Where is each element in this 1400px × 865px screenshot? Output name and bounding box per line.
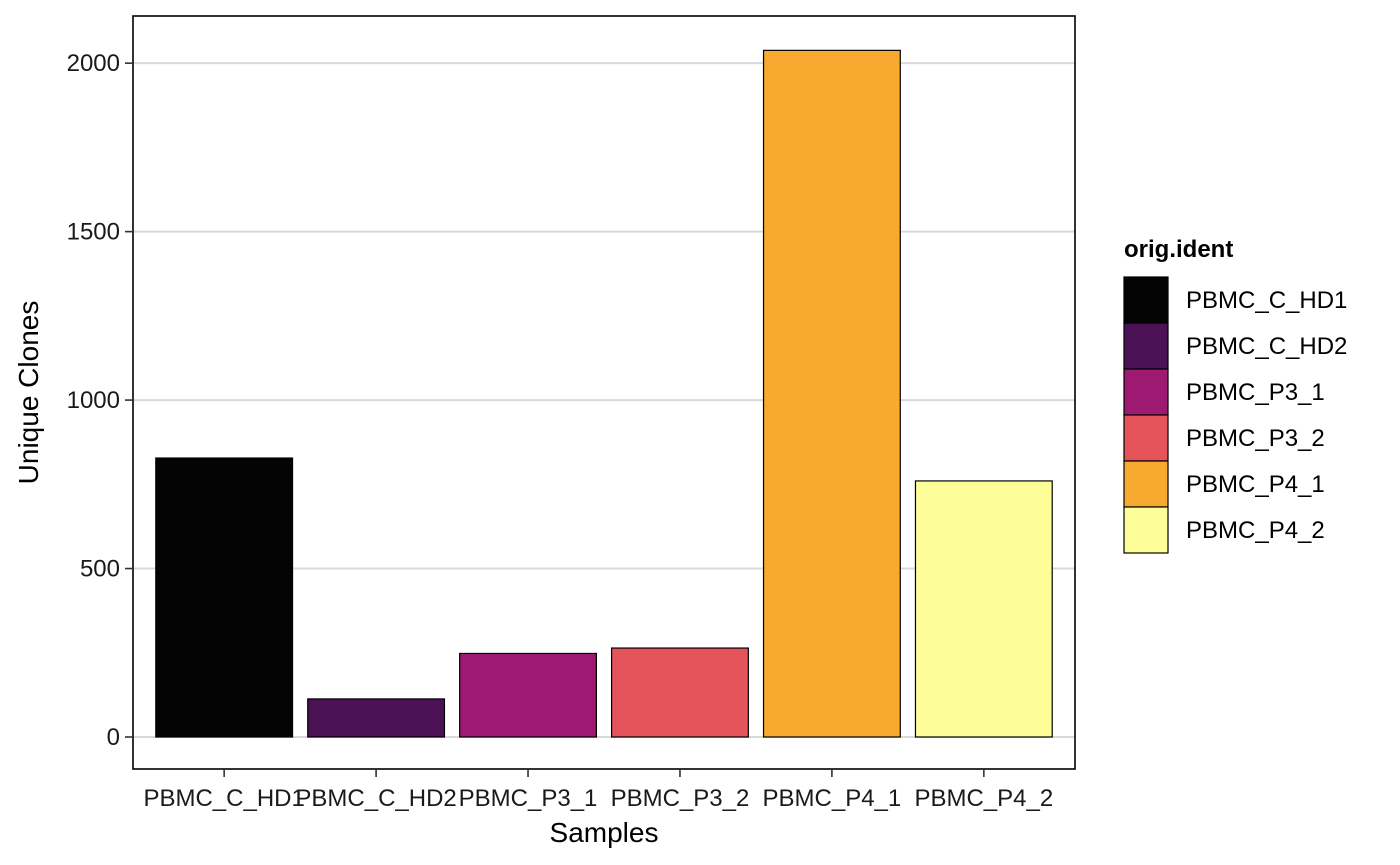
x-tick-label: PBMC_C_HD2: [295, 785, 456, 812]
x-tick-label: PBMC_P4_1: [763, 785, 902, 812]
bar-pbmc-p4-1: [762, 49, 901, 738]
x-tick-label: PBMC_C_HD1: [143, 785, 304, 812]
legend-label: PBMC_P4_1: [1186, 471, 1325, 498]
y-tick-label: 0: [107, 724, 120, 751]
y-axis-title: Unique Clones: [13, 301, 44, 485]
y-tick-label: 1500: [67, 219, 120, 246]
x-tick-label: PBMC_P4_2: [914, 785, 1053, 812]
x-tick-label: PBMC_P3_2: [611, 785, 750, 812]
y-tick-label: 500: [80, 556, 120, 583]
bar-pbmc-c-hd2: [307, 698, 446, 738]
legend-label: PBMC_P4_2: [1186, 517, 1325, 544]
legend-label: PBMC_P3_1: [1186, 379, 1325, 406]
x-axis-title: Samples: [550, 817, 659, 848]
bar-pbmc-p3-2: [610, 647, 749, 738]
legend-key: [1123, 368, 1169, 416]
legend: orig.ident PBMC_C_HD1 PBMC_C_HD2 PBMC_P3_1…: [1123, 236, 1347, 554]
legend-key: [1123, 414, 1169, 462]
legend-key: [1123, 322, 1169, 370]
bar-pbmc-p3-1: [459, 652, 598, 738]
bar-pbmc-c-hd1: [155, 457, 294, 738]
bar-pbmc-p4-2: [914, 480, 1053, 738]
y-axis: 0 500 1000 1500 2000: [67, 50, 133, 751]
legend-label: PBMC_P3_2: [1186, 425, 1325, 452]
legend-key: [1123, 506, 1169, 554]
bars: [155, 49, 1053, 738]
legend-key: [1123, 276, 1169, 324]
legend-label: PBMC_C_HD2: [1186, 333, 1347, 360]
plot-panel-border: [132, 15, 1076, 770]
y-tick-label: 1000: [67, 387, 120, 414]
x-tick-label: PBMC_P3_1: [459, 785, 598, 812]
y-tick-label: 2000: [67, 50, 120, 77]
legend-key: [1123, 460, 1169, 508]
legend-title: orig.ident: [1124, 236, 1233, 263]
legend-label: PBMC_C_HD1: [1186, 287, 1347, 314]
